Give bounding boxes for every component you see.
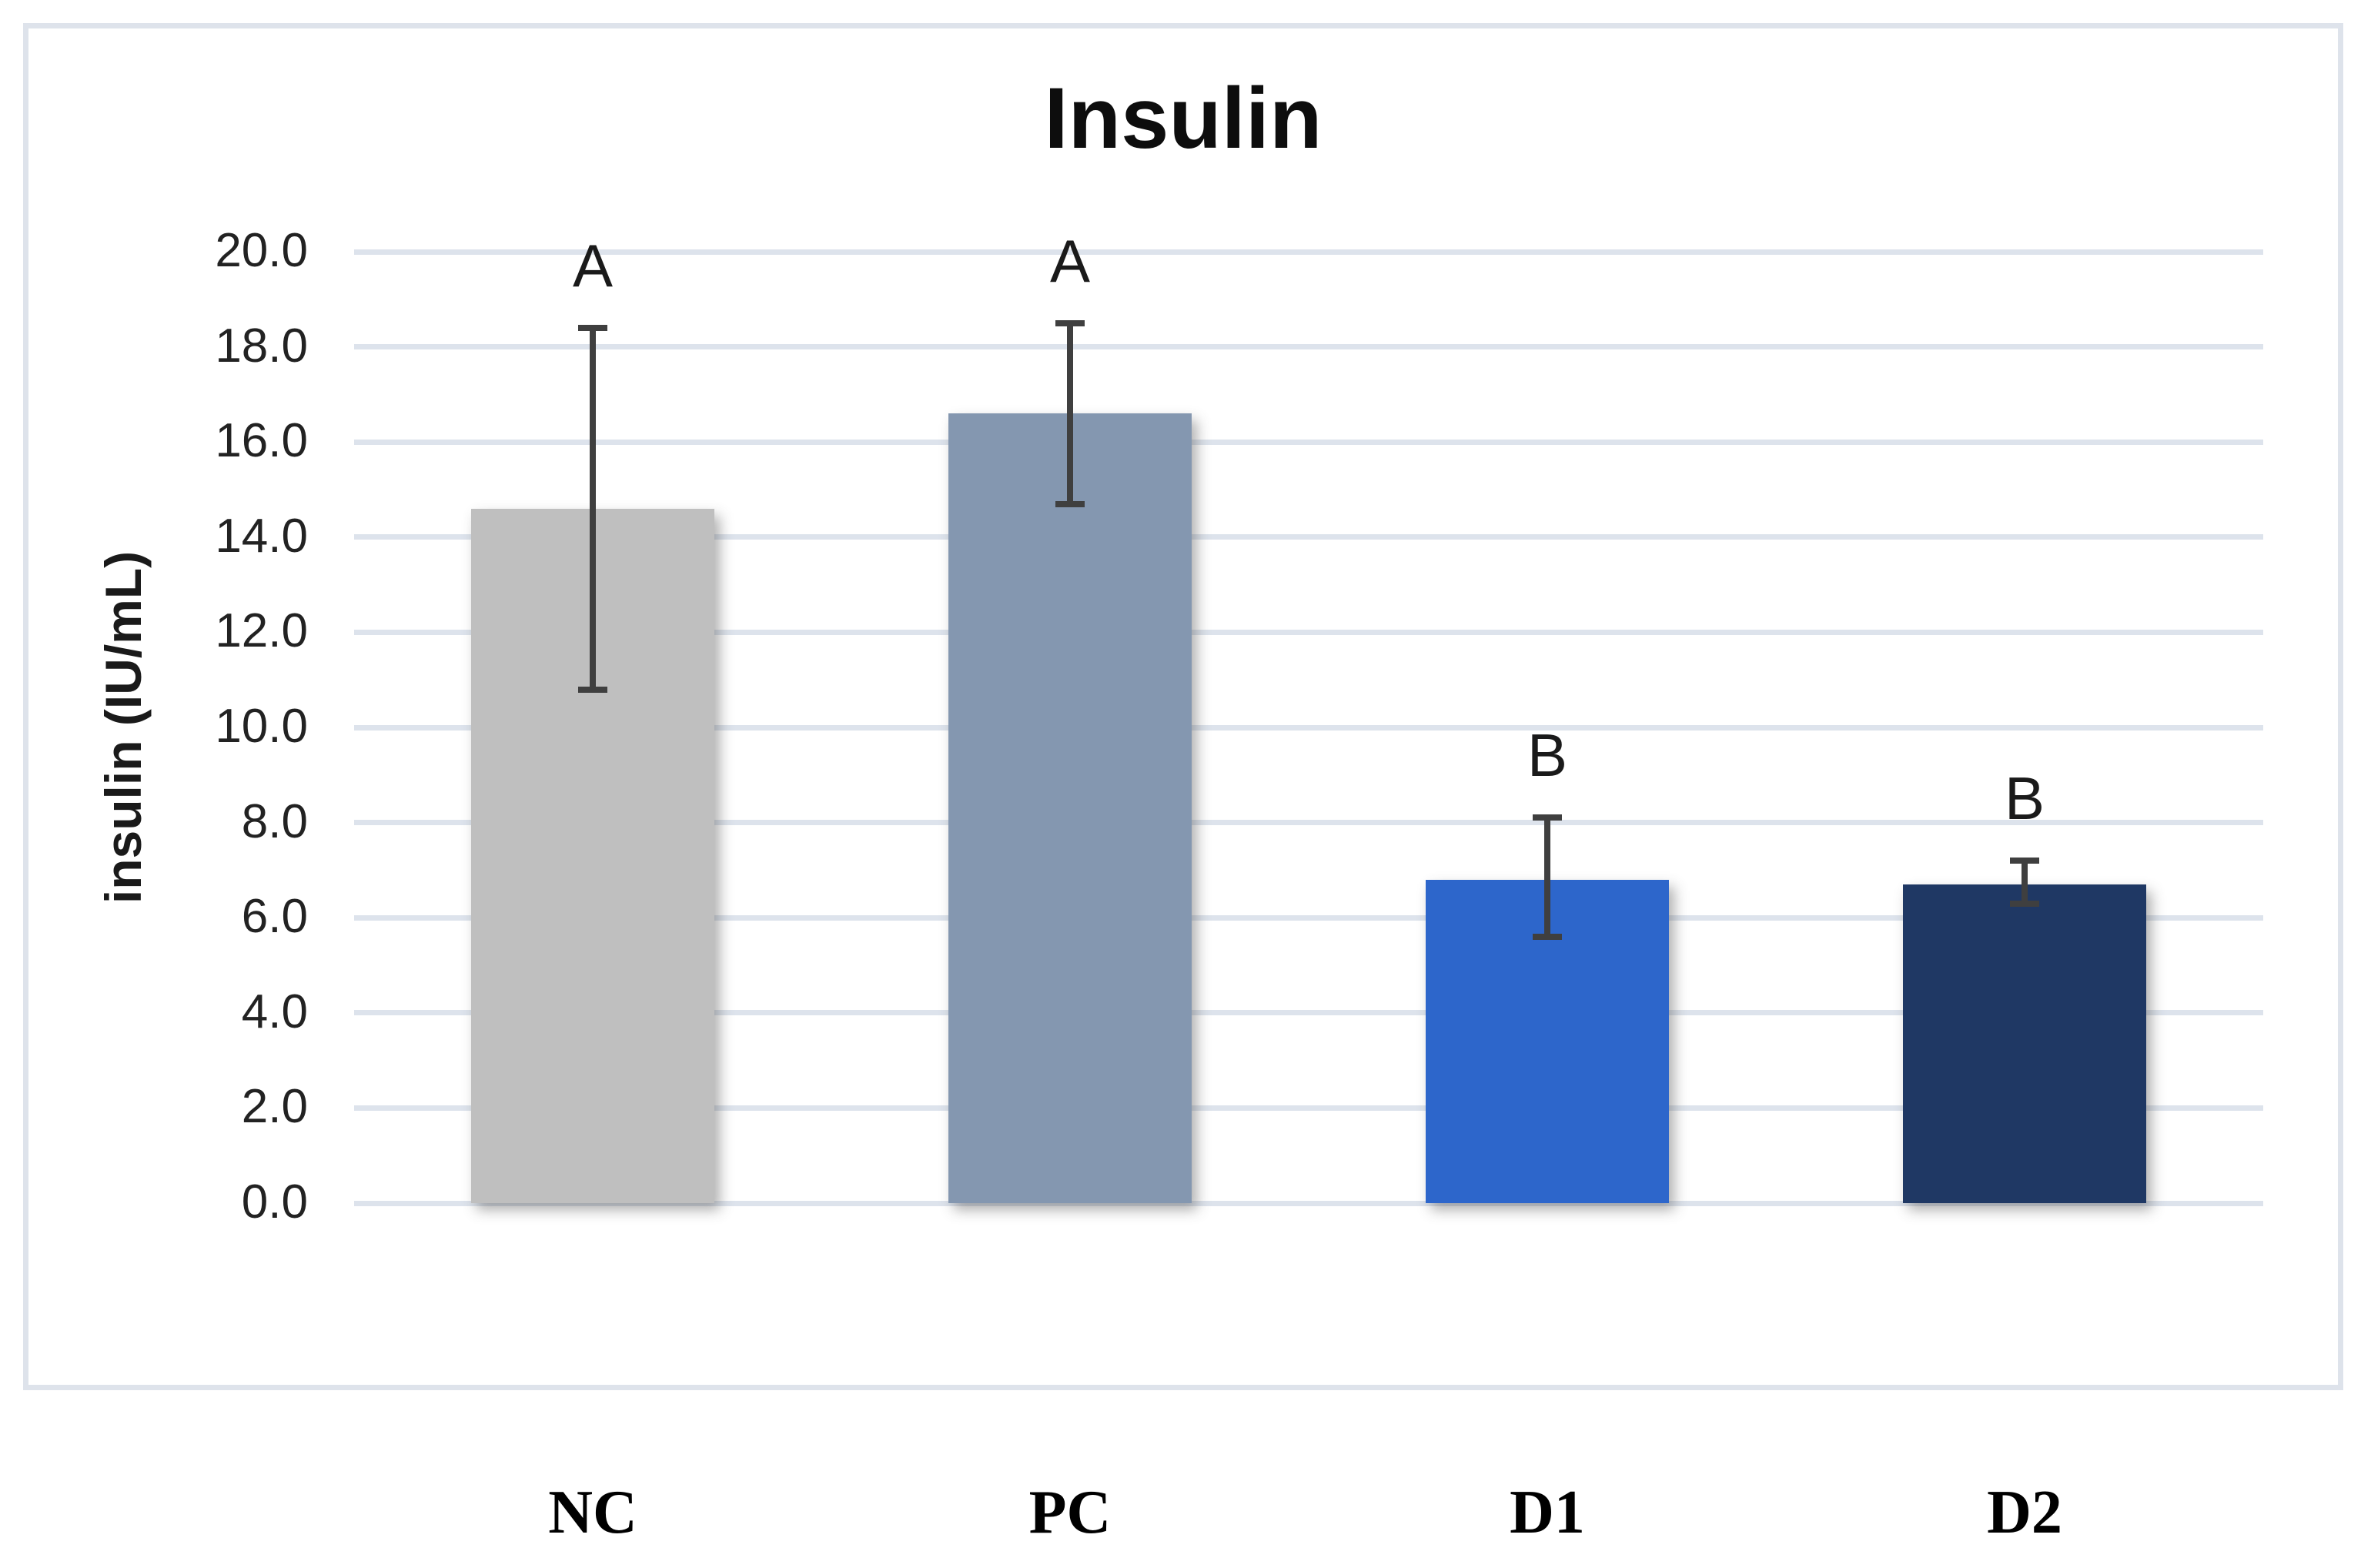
y-axis-tick-label: 0.0	[241, 1175, 308, 1229]
error-bar-cap	[1533, 933, 1562, 940]
y-axis-tick-label: 2.0	[241, 1080, 308, 1134]
gridline	[354, 1010, 2263, 1016]
x-axis-label-d2: D2	[1987, 1479, 2062, 1546]
y-axis-tick-label: 16.0	[215, 413, 308, 467]
bar-pc	[948, 413, 1192, 1203]
y-axis-tick-label: 6.0	[241, 889, 308, 943]
error-bar-cap	[578, 324, 607, 331]
error-bar-cap	[2010, 900, 2039, 907]
y-axis-tick-label: 4.0	[241, 985, 308, 1038]
y-axis-tick-label: 20.0	[215, 223, 308, 277]
gridline	[354, 914, 2263, 921]
y-axis-tick-label: 10.0	[215, 699, 308, 753]
error-bar-cap	[578, 686, 607, 693]
y-axis-tick-label: 14.0	[215, 509, 308, 563]
error-bar-cap	[1055, 500, 1085, 507]
error-bar-line	[1067, 323, 1073, 504]
y-axis-tick-label: 18.0	[215, 319, 308, 373]
gridline	[354, 344, 2263, 350]
bar-d2	[1903, 884, 2146, 1203]
gridline	[354, 1105, 2263, 1111]
x-axis-label-d1: D1	[1510, 1479, 1585, 1546]
gridline	[354, 724, 2263, 731]
error-bar-cap	[2010, 858, 2039, 864]
gridline	[354, 820, 2263, 826]
x-axis-label-nc: NC	[548, 1479, 637, 1546]
error-bar-line	[1544, 817, 1550, 937]
y-axis-tick-label: 12.0	[215, 604, 308, 658]
gridline	[354, 534, 2263, 540]
significance-letter: A	[572, 231, 614, 299]
gridline	[354, 1200, 2263, 1206]
gridline	[354, 629, 2263, 635]
error-bar-cap	[1533, 814, 1562, 821]
error-bar-line	[590, 327, 596, 690]
x-axis-label-pc: PC	[1028, 1479, 1112, 1546]
y-axis-tick-label: 8.0	[241, 794, 308, 848]
error-bar-cap	[1055, 319, 1085, 326]
error-bar-line	[2022, 861, 2028, 904]
significance-letter: B	[1527, 721, 1568, 790]
significance-letter: B	[2004, 764, 2045, 833]
gridline	[354, 249, 2263, 255]
gridline	[354, 439, 2263, 445]
significance-letter: A	[1049, 226, 1091, 295]
chart-title: Insulin	[1044, 70, 1323, 166]
